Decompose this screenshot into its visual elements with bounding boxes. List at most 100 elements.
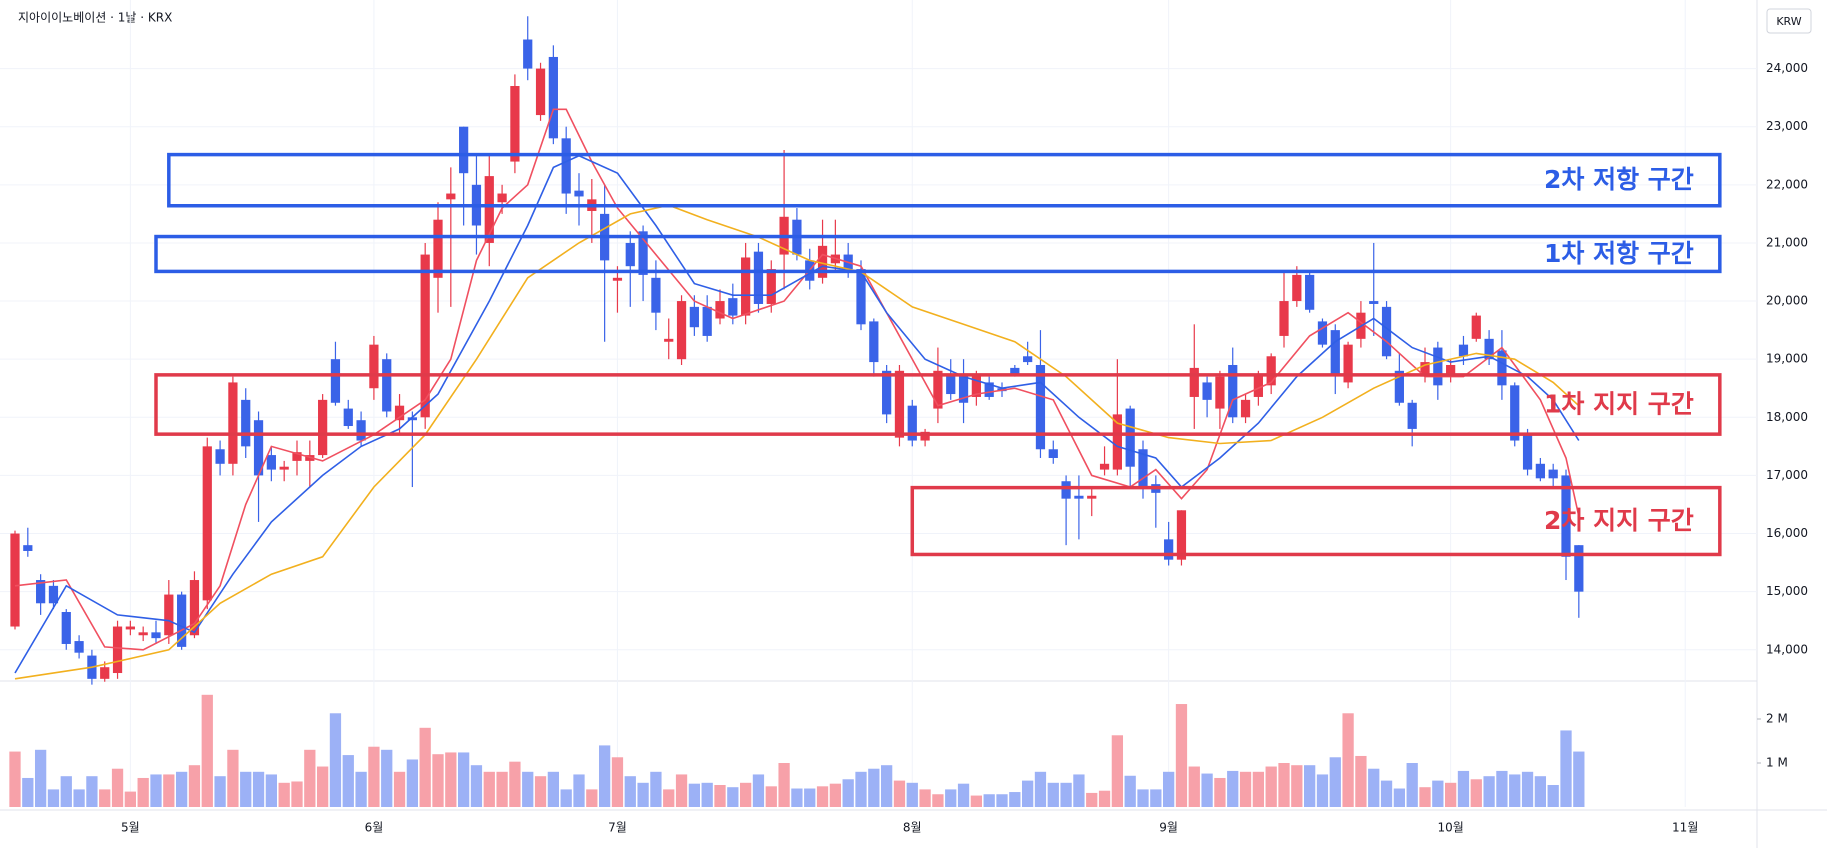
candle-body [100,667,110,679]
volume-bar [663,789,675,807]
volume-bar [9,751,21,807]
candle-body [1266,356,1276,386]
volume-bar [1188,766,1200,807]
candle-body [689,306,699,328]
volume-bar [470,765,483,807]
candle-body [1381,306,1392,357]
zone-label: 2차 지지 구간 [1544,506,1694,535]
candle-body [330,359,341,403]
candle-body [1535,463,1545,479]
candle-body [728,298,738,316]
volume-bar [906,782,918,807]
candle-body [189,580,200,636]
volume-bar [1483,776,1495,807]
candle-body [241,399,251,447]
candle-body [459,126,469,174]
candle-body [23,545,33,551]
volume-bar [1201,773,1213,807]
grid [0,0,1757,807]
volume-bar [227,749,239,807]
candle-body [920,431,930,441]
volume-bar [586,789,598,807]
volume-bar [675,774,688,807]
volume-bar [214,776,226,807]
candle-body [446,193,456,200]
candle-body [612,277,623,281]
moving-average-line [14,108,1580,651]
candle-body [638,231,648,275]
volume-bar [1496,770,1508,807]
candle-body [10,533,20,627]
volume-bar [1368,768,1380,807]
volume-bar [1227,770,1239,807]
zone-box [167,152,1722,208]
candle-body [318,399,328,456]
volume-bar [1419,787,1431,807]
candle-body [535,68,546,116]
candle-body [1548,469,1558,479]
volume-bar [868,768,880,807]
volume-bar [739,782,752,807]
candle-body [817,245,828,278]
volume-bar [701,782,713,807]
volume-bar [778,763,790,807]
volume-bar [1034,771,1047,807]
volume-bar [1060,782,1072,807]
candle-body [433,219,443,278]
candle-body [984,382,994,397]
candle-body [1497,350,1507,386]
candle-body [510,86,520,162]
y-tick-label: 22,000 [1766,177,1808,191]
candle-body [741,257,751,316]
volume-bar [1047,782,1059,807]
candle-body [1394,370,1404,403]
volume-bar [381,749,393,807]
volume-bar [419,727,431,807]
volume-bar [893,780,906,807]
volume-bar [47,789,60,807]
candle-body [894,370,905,438]
volume-bar [919,789,931,807]
volume-bar [714,785,726,807]
candle-body [36,580,46,604]
y-tick-label: 20,000 [1766,294,1808,308]
volume-bar [1342,713,1354,807]
y-tick-label: 24,000 [1766,61,1808,75]
y-tick-label: 1 M [1766,756,1788,770]
volume-bar [816,786,829,807]
volume-bar [137,777,149,807]
volume-bar [22,777,34,807]
candle-body [1343,344,1353,383]
volume-bar [1086,792,1098,807]
volume-bar [1316,774,1329,807]
candle-body [715,301,725,319]
volume-bar [1534,776,1547,807]
volume-bar [1214,777,1226,807]
candle-body [1240,399,1251,418]
currency: KRW [1776,15,1801,28]
candle-body [125,626,135,630]
volume-bar [1560,730,1572,807]
volume-bar [598,745,611,807]
candle-body [202,446,212,601]
candle-body [702,306,712,336]
candle-body [112,626,123,674]
candle-body [971,373,981,397]
volume-bar [1291,765,1303,807]
volume-bar [1304,765,1316,807]
volume-bar [688,783,701,807]
volume-bar [342,755,354,807]
volume-bar [188,765,201,807]
candle-body [574,190,584,197]
volume-bar [1265,766,1277,807]
volume-bar [509,761,521,807]
candle-body [343,408,353,427]
zone-box [910,485,1722,557]
candle-body [676,301,687,360]
candle-body [523,39,533,69]
volume-bar [1124,775,1136,807]
y-tick-label: 23,000 [1766,119,1808,133]
candle-body [625,242,635,267]
volume-bar [1175,704,1188,807]
volume-bar [1470,779,1482,807]
